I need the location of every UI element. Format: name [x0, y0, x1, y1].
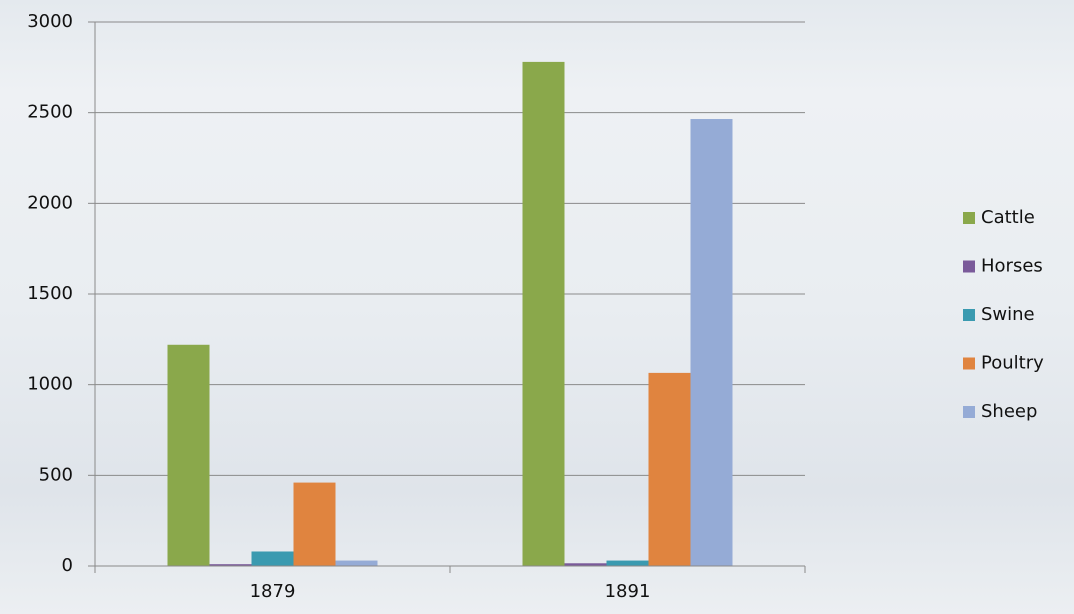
bar — [648, 372, 691, 566]
bar — [522, 61, 565, 566]
y-tick-label: 1000 — [27, 374, 73, 395]
legend-swatch — [963, 406, 975, 418]
y-tick-label: 3000 — [27, 11, 73, 32]
legend-label: Swine — [981, 304, 1035, 325]
x-tick-label: 1891 — [605, 581, 651, 602]
bar — [167, 344, 210, 566]
y-tick-label: 500 — [39, 464, 73, 485]
legend-swatch — [963, 309, 975, 321]
legend-swatch — [963, 260, 975, 273]
legend-swatch — [963, 212, 975, 224]
x-tick-label: 1879 — [250, 581, 296, 602]
bar — [293, 482, 336, 566]
bar — [335, 560, 378, 566]
bar — [690, 119, 733, 566]
legend-label: Horses — [981, 256, 1043, 277]
legend-label: Sheep — [981, 401, 1037, 422]
y-tick-label: 2000 — [27, 192, 73, 213]
y-tick-label: 0 — [62, 555, 73, 576]
legend-label: Cattle — [981, 207, 1035, 228]
legend-label: Poultry — [981, 353, 1044, 374]
y-tick-label: 2500 — [27, 102, 73, 123]
legend-swatch — [963, 357, 975, 370]
bar — [564, 563, 607, 566]
bar — [606, 560, 649, 566]
y-tick-label: 1500 — [27, 283, 73, 304]
bar — [209, 564, 252, 566]
bar — [251, 551, 294, 566]
